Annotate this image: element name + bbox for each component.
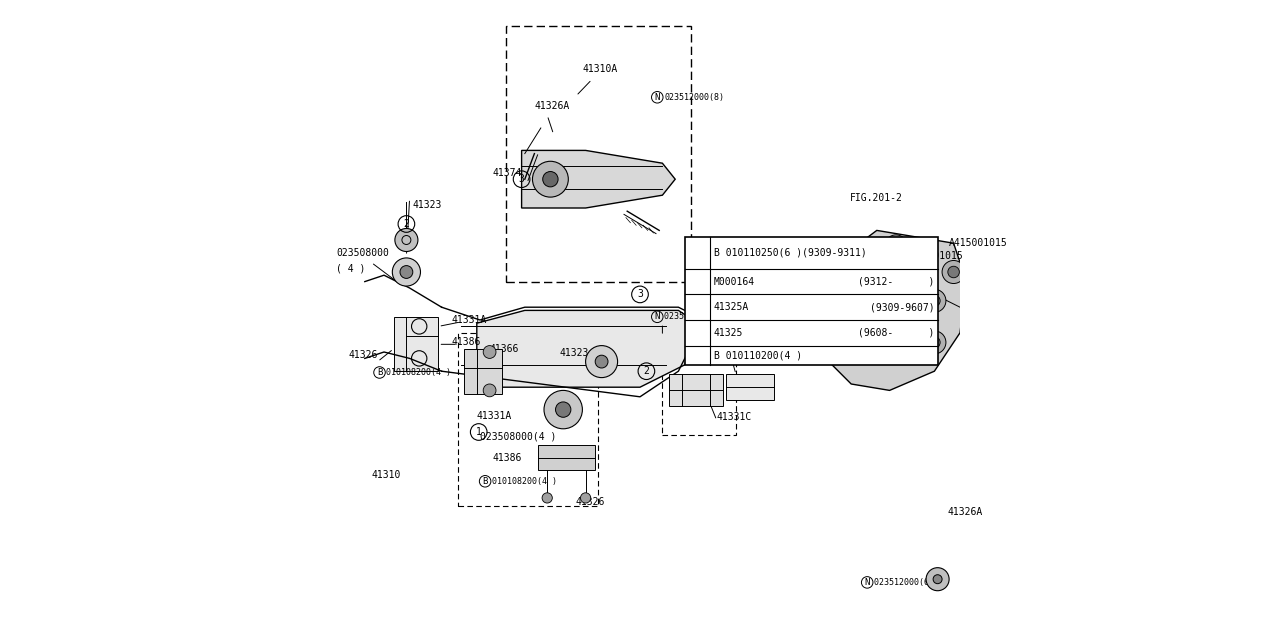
Circle shape	[891, 241, 902, 252]
Text: 41331C: 41331C	[717, 412, 753, 422]
Circle shape	[947, 266, 960, 278]
Bar	[685, 237, 937, 365]
Text: 41325A: 41325A	[714, 302, 749, 312]
Text: 023512000(6 ): 023512000(6 )	[874, 578, 938, 587]
Text: 023508000(4 ): 023508000(4 )	[480, 431, 557, 442]
Circle shape	[544, 390, 582, 429]
Text: 41326A: 41326A	[535, 100, 570, 111]
Text: 3: 3	[695, 350, 700, 360]
Text: (9312-      ): (9312- )	[858, 276, 934, 287]
Polygon shape	[477, 310, 698, 387]
Circle shape	[532, 161, 568, 197]
Circle shape	[484, 384, 497, 397]
Text: 023512000(6 ): 023512000(6 )	[664, 312, 728, 321]
Text: B 010110200(4 ): B 010110200(4 )	[714, 350, 801, 360]
Text: ( 4 ): ( 4 )	[335, 264, 365, 274]
Text: 41323: 41323	[412, 200, 442, 210]
Text: 3: 3	[518, 174, 525, 184]
Circle shape	[933, 575, 942, 584]
Text: B: B	[376, 368, 383, 377]
Text: (9309-9607): (9309-9607)	[870, 302, 934, 312]
Text: M000164: M000164	[714, 276, 755, 287]
Circle shape	[827, 340, 838, 351]
Text: 41331A: 41331A	[477, 411, 512, 421]
Circle shape	[923, 289, 946, 312]
Circle shape	[925, 568, 950, 591]
Text: FIG.201-2: FIG.201-2	[850, 193, 904, 204]
Polygon shape	[727, 374, 774, 400]
Circle shape	[484, 346, 497, 358]
Polygon shape	[538, 445, 595, 470]
Text: 41386: 41386	[493, 452, 522, 463]
Circle shape	[586, 346, 618, 378]
Text: 1: 1	[476, 427, 481, 437]
Circle shape	[394, 228, 417, 252]
Text: 41366: 41366	[490, 344, 518, 354]
Circle shape	[399, 266, 412, 278]
Text: 2: 2	[695, 302, 700, 312]
Text: 41310: 41310	[371, 470, 401, 480]
Text: N: N	[864, 578, 870, 587]
Text: 1: 1	[695, 248, 700, 258]
Text: 010108200(4 ): 010108200(4 )	[492, 477, 557, 486]
Text: N: N	[654, 312, 660, 321]
Circle shape	[929, 295, 940, 307]
Text: 41326A: 41326A	[947, 507, 983, 517]
Circle shape	[392, 258, 420, 286]
Text: 41386: 41386	[452, 337, 480, 348]
Circle shape	[580, 493, 590, 503]
Text: B: B	[483, 477, 488, 486]
Circle shape	[923, 331, 946, 354]
Text: 41331A: 41331A	[452, 315, 486, 325]
Circle shape	[827, 298, 838, 310]
Circle shape	[543, 493, 553, 503]
Text: 010108200(4 ): 010108200(4 )	[387, 368, 451, 377]
Polygon shape	[465, 349, 502, 394]
Text: 41323: 41323	[561, 348, 589, 358]
Text: N: N	[654, 93, 660, 102]
Text: 41310A: 41310A	[582, 64, 618, 74]
Circle shape	[820, 292, 844, 316]
Text: 41374: 41374	[493, 168, 522, 178]
Circle shape	[556, 402, 571, 417]
Text: 41326: 41326	[348, 350, 378, 360]
Text: 2: 2	[403, 219, 410, 229]
Text: 023512000(8): 023512000(8)	[664, 93, 724, 102]
Text: 2: 2	[644, 366, 649, 376]
Circle shape	[687, 347, 704, 364]
Circle shape	[820, 334, 844, 357]
Text: A415001015: A415001015	[905, 251, 963, 261]
Text: B 010110250(6 )(9309-9311): B 010110250(6 )(9309-9311)	[714, 248, 867, 258]
Text: 41331D: 41331D	[719, 331, 755, 341]
Circle shape	[929, 337, 940, 348]
Circle shape	[884, 235, 908, 258]
Polygon shape	[522, 150, 676, 208]
Text: 41326: 41326	[576, 497, 605, 508]
Polygon shape	[668, 374, 723, 406]
Text: 023508000: 023508000	[335, 248, 389, 258]
Text: 41325: 41325	[714, 328, 742, 338]
Text: A415001015: A415001015	[950, 238, 1009, 248]
Polygon shape	[394, 317, 438, 371]
Text: 3: 3	[637, 289, 643, 300]
Text: (9608-      ): (9608- )	[858, 328, 934, 338]
Circle shape	[942, 260, 965, 284]
Circle shape	[595, 355, 608, 368]
Circle shape	[543, 172, 558, 187]
Polygon shape	[813, 230, 966, 390]
Text: 41331: 41331	[681, 392, 710, 402]
